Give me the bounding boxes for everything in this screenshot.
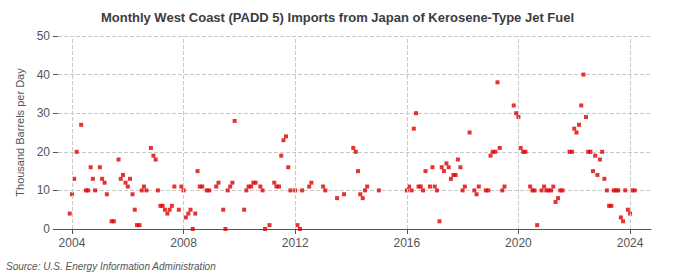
svg-text:10: 10: [37, 183, 51, 197]
svg-text:2020: 2020: [505, 236, 532, 250]
svg-text:Monthly West Coast (PADD 5) Im: Monthly West Coast (PADD 5) Imports from…: [101, 10, 574, 25]
svg-text:20: 20: [37, 145, 51, 159]
svg-text:2012: 2012: [282, 236, 309, 250]
svg-text:2016: 2016: [393, 236, 420, 250]
svg-text:30: 30: [37, 106, 51, 120]
svg-text:40: 40: [37, 68, 51, 82]
svg-text:50: 50: [37, 29, 51, 43]
svg-text:Source: U.S. Energy Informatio: Source: U.S. Energy Information Administ…: [6, 261, 216, 272]
svg-text:0: 0: [43, 222, 50, 236]
svg-text:2008: 2008: [170, 236, 197, 250]
svg-text:Thousand Barrels per Day: Thousand Barrels per Day: [14, 68, 26, 197]
svg-text:2024: 2024: [617, 236, 644, 250]
svg-text:2004: 2004: [59, 236, 86, 250]
